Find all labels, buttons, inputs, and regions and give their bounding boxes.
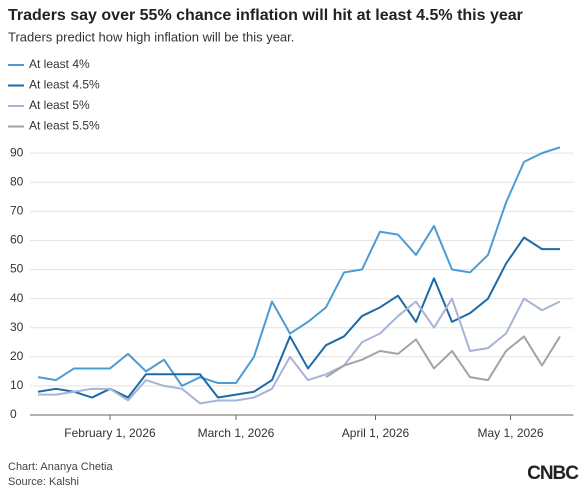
- y-tick-label: 70: [10, 203, 24, 217]
- x-tick-label: February 1, 2026: [64, 426, 156, 440]
- series-line: [325, 335, 561, 382]
- chart-subtitle: Traders predict how high inflation will …: [8, 29, 294, 44]
- x-tick-label: March 1, 2026: [198, 426, 275, 440]
- legend-label: At least 5%: [29, 98, 90, 112]
- series-line: [38, 297, 561, 405]
- credit: Chart: Ananya Chetia: [8, 461, 113, 473]
- legend-label: At least 4%: [29, 57, 90, 71]
- y-tick-label: 0: [10, 407, 17, 421]
- y-tick-label: 20: [10, 349, 24, 363]
- logo: CNBC: [527, 463, 579, 484]
- y-tick-label: 60: [10, 233, 24, 247]
- series-line: [37, 236, 560, 399]
- legend-label: At least 5.5%: [29, 119, 100, 133]
- y-tick-label: 10: [10, 378, 24, 392]
- source: Source: Kalshi: [8, 476, 79, 488]
- y-tick-label: 80: [10, 174, 24, 188]
- chart-title: Traders say over 55% chance inflation wi…: [8, 7, 523, 24]
- y-tick-label: 30: [10, 320, 24, 334]
- series-line: [37, 146, 561, 387]
- x-tick-label: May 1, 2026: [477, 426, 543, 440]
- y-tick-label: 90: [10, 145, 24, 159]
- y-tick-label: 50: [10, 262, 24, 276]
- y-tick-label: 40: [10, 291, 24, 305]
- legend-label: At least 4.5%: [29, 78, 100, 92]
- x-tick-label: April 1, 2026: [342, 426, 410, 440]
